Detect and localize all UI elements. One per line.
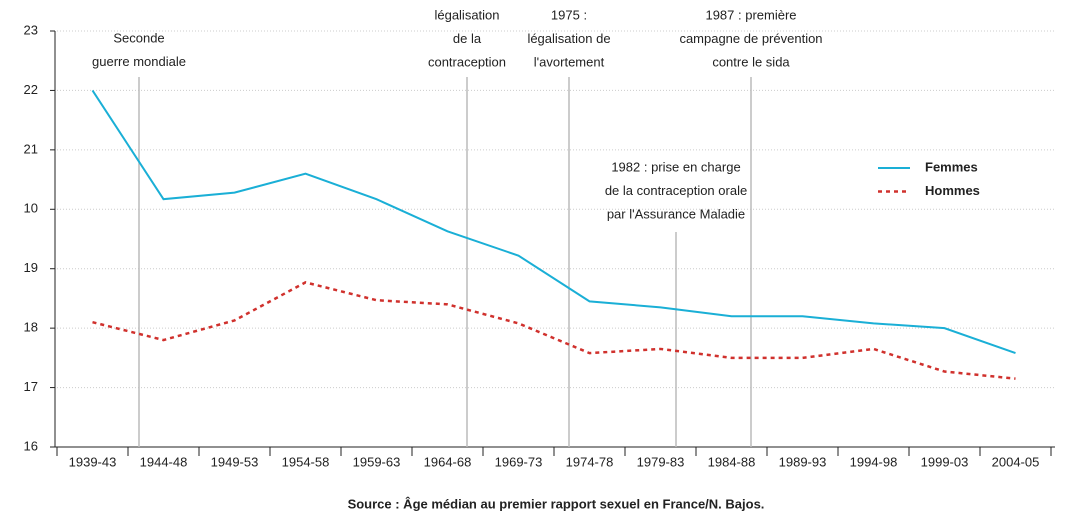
annotation-text: contre le sida [712, 54, 790, 69]
y-tick-label: 10 [24, 201, 38, 216]
x-tick-label: 1959-63 [353, 454, 401, 469]
x-tick-label: 1989-93 [779, 454, 827, 469]
x-tick-label: 1984-88 [708, 454, 756, 469]
x-tick-label: 1999-03 [921, 454, 969, 469]
annotation-text: par l'Assurance Maladie [607, 206, 745, 221]
y-tick-label: 17 [24, 379, 38, 394]
series-line [92, 281, 1016, 380]
annotation-text: légalisation de [527, 31, 610, 46]
annotation-text: légalisation [434, 7, 499, 22]
x-tick-label: 1944-48 [140, 454, 188, 469]
y-tick-label: 21 [24, 141, 38, 156]
annotation-text: campagne de prévention [679, 31, 822, 46]
x-tick-label: 1979-83 [637, 454, 685, 469]
annotation-text: 1982 : prise en charge [611, 159, 740, 174]
x-tick-label: 1974-78 [566, 454, 614, 469]
legend-label: Femmes [925, 159, 978, 174]
annotation-text: Seconde [113, 30, 164, 45]
annotation-text: 1987 : première [705, 7, 796, 22]
x-tick-label: 1939-43 [69, 454, 117, 469]
source: Source : Âge médian au premier rapport s… [348, 496, 765, 511]
x-tick-label: 1994-98 [850, 454, 898, 469]
x-tick-label: 1949-53 [211, 454, 259, 469]
x-tick-label: 1969-73 [495, 454, 543, 469]
annotation-text: de la contraception orale [605, 183, 747, 198]
y-tick-label: 22 [24, 82, 38, 97]
annotation-text: contraception [428, 54, 506, 69]
y-tick-label: 18 [24, 320, 38, 335]
legend-label: Hommes [925, 183, 980, 198]
annotation-text: l'avortement [534, 54, 605, 69]
y-tick-label: 23 [24, 22, 38, 37]
x-tick-label: 2004-05 [992, 454, 1040, 469]
annotation-text: 1975 : [551, 7, 587, 22]
series-line [91, 89, 1016, 355]
x-tick-label: 1964-68 [424, 454, 472, 469]
x-tick-label: 1954-58 [282, 454, 330, 469]
annotation-text: guerre mondiale [92, 54, 186, 69]
y-tick-label: 16 [24, 438, 38, 453]
y-tick-label: 19 [24, 260, 38, 275]
annotation-text: de la [453, 31, 482, 46]
